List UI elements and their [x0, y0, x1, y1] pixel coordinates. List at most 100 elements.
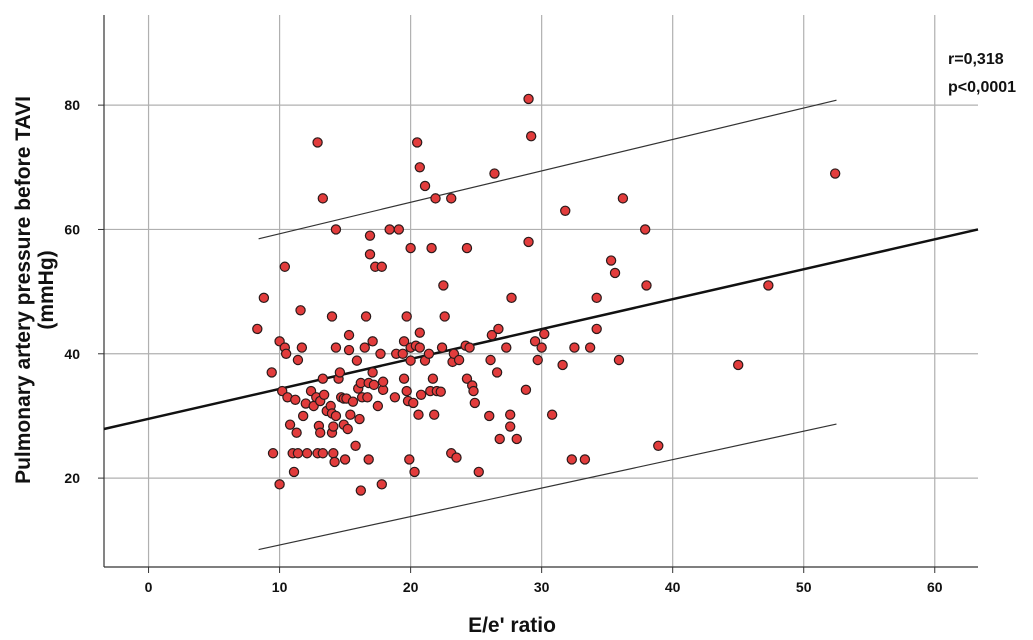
data-point [419, 180, 431, 192]
data-point [529, 336, 541, 347]
data-point [404, 454, 415, 465]
data-point [486, 329, 498, 341]
data-point [469, 397, 481, 409]
data-point [505, 421, 516, 432]
data-point [315, 427, 326, 438]
data-point [414, 342, 425, 353]
data-point [375, 348, 386, 359]
fit-line [258, 423, 837, 551]
data-point [639, 224, 651, 235]
data-point [401, 385, 412, 397]
data-point [453, 354, 465, 366]
data-point [523, 93, 534, 105]
data-point [511, 433, 522, 445]
data-point [367, 336, 378, 347]
data-point [291, 427, 302, 438]
data-point [501, 342, 512, 353]
fit-line [103, 228, 979, 431]
data-point [435, 386, 446, 397]
data-point [252, 323, 263, 335]
data-point [430, 193, 441, 204]
data-point [411, 137, 423, 148]
data-point [280, 348, 292, 359]
data-point [328, 448, 339, 459]
x-tick-label: 20 [403, 579, 419, 595]
data-point [398, 373, 410, 384]
data-point [489, 168, 500, 179]
data-point [641, 280, 652, 291]
data-point [328, 421, 339, 432]
data-point [290, 394, 301, 405]
data-point [409, 466, 420, 478]
y-axis-label: Pulmonary artery pressure before TAVI [12, 96, 35, 484]
x-tick-label: 10 [272, 579, 288, 595]
data-point [330, 342, 342, 353]
data-point [494, 433, 505, 445]
data-point [360, 311, 372, 322]
data-point [376, 261, 387, 272]
x-tick-label: 60 [927, 579, 943, 595]
data-point [296, 342, 308, 353]
data-point [733, 359, 744, 371]
data-point [317, 193, 329, 204]
data-point [330, 410, 342, 422]
data-point [532, 354, 543, 366]
x-tick-label: 50 [796, 579, 812, 595]
data-point [505, 409, 516, 420]
data-point [389, 392, 401, 403]
data-point [329, 456, 340, 468]
data-point [295, 305, 306, 316]
data-point [292, 448, 304, 459]
y-tick-label: 80 [64, 97, 80, 113]
y-tick-label: 20 [64, 470, 80, 486]
data-point [258, 292, 270, 304]
data-point [342, 423, 353, 435]
data-point [405, 242, 416, 254]
data-point [438, 280, 449, 291]
y-tick-label: 40 [64, 346, 80, 362]
data-point [312, 137, 323, 148]
data-point [367, 367, 378, 378]
data-point [493, 323, 504, 335]
data-point [617, 193, 629, 204]
data-point [368, 379, 380, 391]
data-point [363, 454, 374, 465]
y-axis-label: (mmHg) [35, 250, 58, 329]
data-point [317, 448, 329, 459]
data-point [364, 230, 376, 241]
data-point [401, 311, 412, 322]
data-point [446, 193, 457, 204]
data-point [279, 261, 291, 272]
data-point [343, 329, 355, 341]
data-point [267, 448, 279, 459]
data-point [284, 419, 296, 430]
data-point [339, 454, 351, 465]
data-point [414, 162, 425, 173]
data-point [405, 355, 416, 366]
data-point [439, 311, 450, 322]
data-point [584, 342, 596, 353]
data-point [579, 454, 591, 465]
data-point [539, 328, 550, 340]
data-point [292, 354, 304, 366]
data-point [569, 342, 580, 353]
data-point [359, 342, 370, 353]
y-tick-label: 60 [64, 221, 80, 237]
annotation: p<0,0001 [948, 79, 1016, 96]
data-point [429, 409, 440, 420]
data-point [297, 410, 309, 422]
data-point [330, 224, 342, 235]
data-point [266, 367, 277, 378]
data-point [473, 466, 484, 478]
data-point [423, 348, 435, 359]
data-point [485, 354, 496, 366]
x-tick-label: 0 [145, 579, 153, 595]
data-point [591, 292, 602, 304]
fit-line [258, 99, 837, 240]
data-point [520, 384, 532, 396]
data-point [350, 440, 361, 451]
data-point [354, 413, 365, 425]
data-point [376, 479, 387, 490]
data-point [414, 327, 425, 338]
data-point [288, 466, 300, 478]
